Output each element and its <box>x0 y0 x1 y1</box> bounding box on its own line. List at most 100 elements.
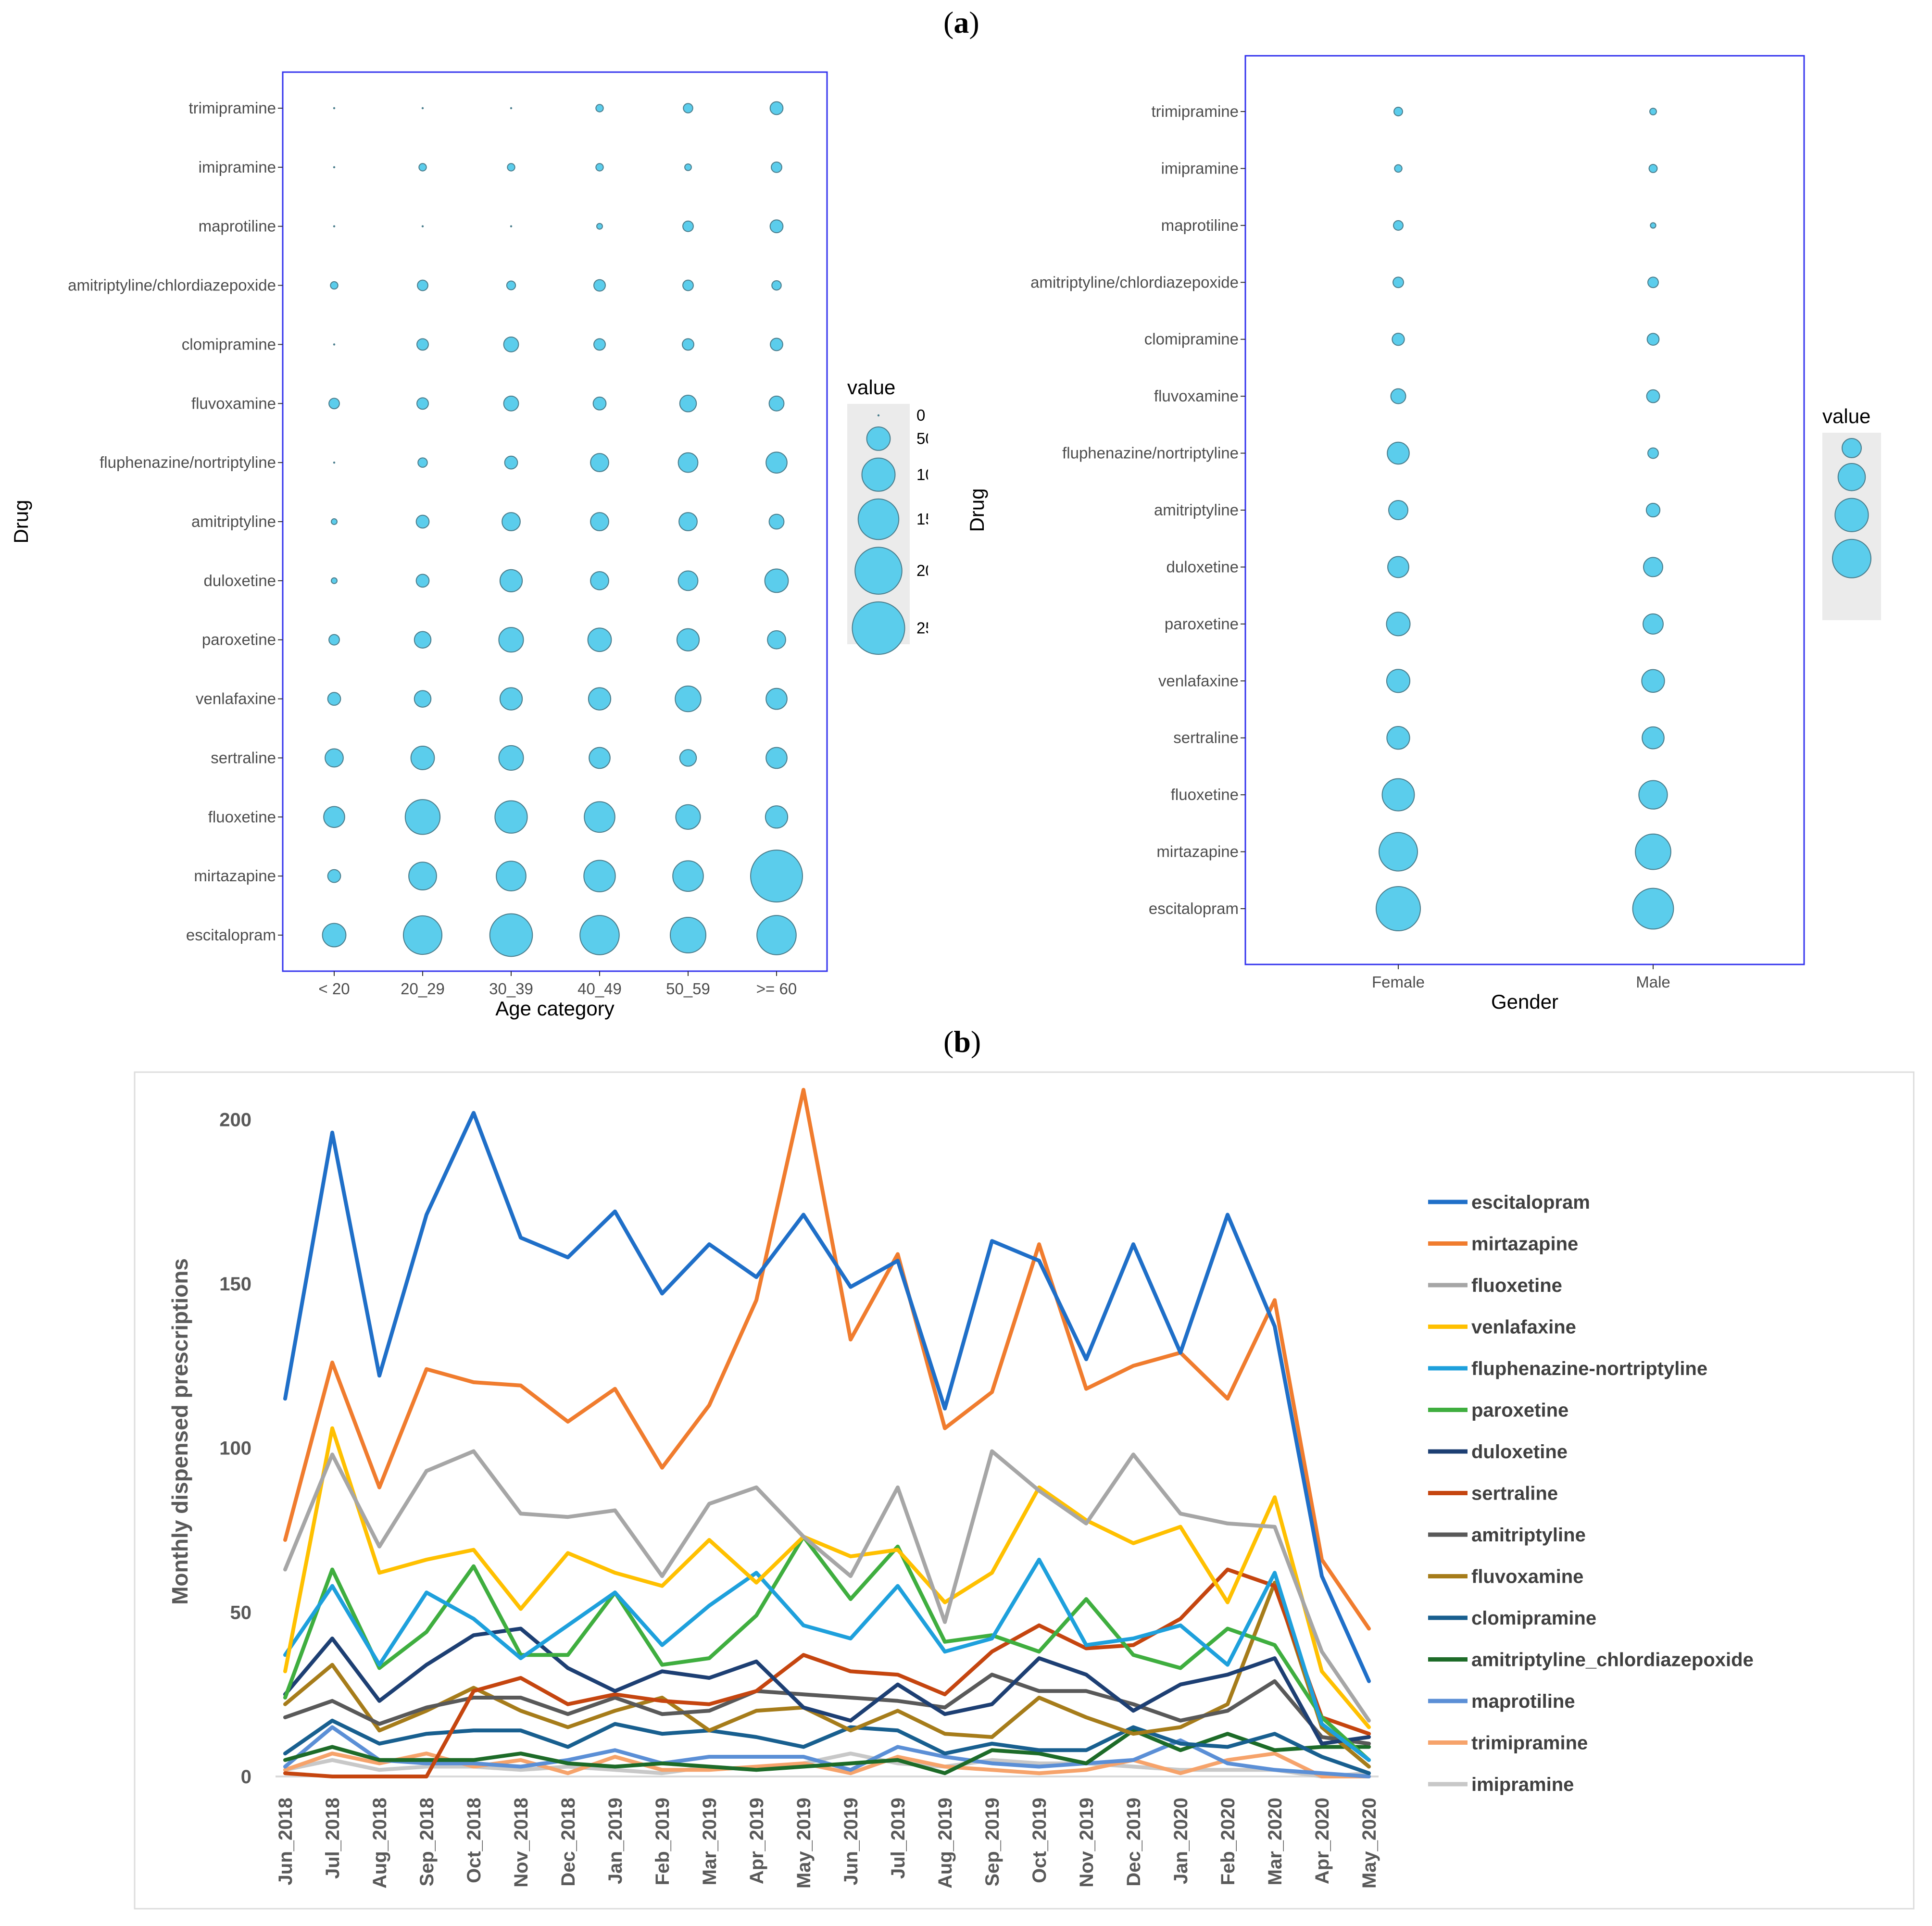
bubble-amitriptyline-20-29 <box>415 514 430 529</box>
x-tick-label-aug-2018: Aug_2018 <box>369 1798 390 1888</box>
y-tick-label-50: 50 <box>230 1602 252 1623</box>
y-tick-label-escitalopram: escitalopram <box>186 926 276 944</box>
bubble-amitriptyline-chlordiazepoxide-40-49 <box>593 279 606 292</box>
bubble-paroxetine-female <box>1386 612 1411 637</box>
legend-label-250: 250 <box>916 619 928 637</box>
line-chart-frame <box>134 1071 1915 1910</box>
y-tick-label-trimipramine: trimipramine <box>188 99 276 117</box>
bubble-maprotiline-20 <box>333 225 336 227</box>
y-tick-label-amitriptyline: amitriptyline <box>1154 501 1239 519</box>
legend-label-mirtazapine: mirtazapine <box>1471 1234 1578 1255</box>
bubble-escitalopram-60 <box>756 915 797 955</box>
x-tick-label-aug-2019: Aug_2019 <box>935 1798 956 1888</box>
bubble-chart-age: trimipramine imipramine maprotiline amitrip… <box>10 71 928 1020</box>
y-tick-label-100: 100 <box>219 1438 251 1459</box>
x-tick-label-30-39: 30_39 <box>489 980 533 998</box>
bubble-amitriptyline-30-39 <box>502 512 521 531</box>
y-tick-label-maprotiline: maprotiline <box>199 217 276 235</box>
bubble-venlafaxine-male <box>1641 669 1665 693</box>
y-tick-label-trimipramine: trimipramine <box>1151 102 1239 120</box>
bubble-escitalopram-20-29 <box>402 915 443 955</box>
panel-a-letter: a <box>953 5 969 39</box>
legend-label-imipramine: imipramine <box>1471 1774 1574 1795</box>
bubble-fluphenazine-nortriptyline-male <box>1647 447 1659 459</box>
bubble-escitalopram-female <box>1375 886 1421 932</box>
bubble-amitriptyline-60 <box>768 513 785 530</box>
legend-key-200 <box>1837 463 1866 491</box>
y-tick-label-duloxetine: duloxetine <box>204 572 276 589</box>
legend-label-fluvoxamine: fluvoxamine <box>1471 1566 1583 1588</box>
x-tick-label-dec-2018: Dec_2018 <box>558 1798 579 1887</box>
series-line-fluphenazine-nortriptyline <box>283 1558 1371 1762</box>
bubble-duloxetine-50-59 <box>677 570 699 591</box>
legend-label-trimipramine: trimipramine <box>1471 1733 1588 1754</box>
legend-label-100: 100 <box>916 465 928 483</box>
y-tick-label-venlafaxine: venlafaxine <box>196 690 276 708</box>
series-line-mirtazapine <box>283 1088 1371 1631</box>
bubble-venlafaxine-40-49 <box>588 687 612 711</box>
bubble-sertraline-female <box>1386 726 1410 750</box>
y-tick-label-sertraline: sertraline <box>1173 729 1239 747</box>
legend-label-150: 150 <box>916 510 928 528</box>
series-line-venlafaxine <box>283 1426 1371 1729</box>
panel-b-label: (b) <box>943 1025 981 1059</box>
x-tick-label-apr-2019: Apr_2019 <box>746 1798 767 1884</box>
y-tick-label-fluoxetine: fluoxetine <box>208 808 276 825</box>
bubble-clomipramine-50-59 <box>682 338 694 351</box>
legend-key-100 <box>1842 438 1862 458</box>
y-tick-label-amitriptyline: amitriptyline <box>191 513 276 530</box>
bubble-duloxetine-male <box>1643 557 1663 577</box>
bubble-sertraline-40-49 <box>589 747 611 769</box>
bubble-duloxetine-female <box>1387 556 1409 578</box>
y-tick-label-escitalopram: escitalopram <box>1149 900 1239 917</box>
x-tick-label-jun-2018: Jun_2018 <box>275 1798 296 1885</box>
bubble-imipramine-60 <box>771 161 782 173</box>
bubble-fluphenazine-nortriptyline-50-59 <box>677 452 699 473</box>
panel-b-letter: b <box>953 1025 971 1059</box>
bubble-paroxetine-30-39 <box>498 627 524 653</box>
bubble-maprotiline-20-29 <box>421 225 424 227</box>
bubble-clomipramine-20-29 <box>416 338 429 351</box>
bubble-fluoxetine-50-59 <box>675 804 701 830</box>
bubble-mirtazapine-female <box>1379 832 1418 872</box>
bubble-trimipramine-50-59 <box>683 103 693 113</box>
bubble-sertraline-50-59 <box>679 749 697 767</box>
bubble-fluphenazine-nortriptyline-60 <box>765 451 788 474</box>
legend-label-sertraline: sertraline <box>1471 1483 1558 1504</box>
x-tick-label-20-29: 20_29 <box>401 980 445 998</box>
x-tick-label-sep-2019: Sep_2019 <box>982 1798 1003 1887</box>
y-tick-label-mirtazapine: mirtazapine <box>194 867 276 885</box>
bubble-amitriptyline-female <box>1388 500 1408 520</box>
y-tick-label-sertraline: sertraline <box>211 749 276 766</box>
legend-label-paroxetine: paroxetine <box>1471 1400 1568 1421</box>
bubble-clomipramine-60 <box>770 338 783 351</box>
bubble-fluvoxamine-30-39 <box>503 395 519 412</box>
legend-key-300 <box>1834 498 1869 532</box>
bubble-amitriptyline-chlordiazepoxide-20 <box>330 281 339 290</box>
bubble-paroxetine-20 <box>328 634 340 646</box>
bubble-amitriptyline-20 <box>331 518 338 525</box>
legend-key-250 <box>852 601 905 655</box>
bubble-clomipramine-30-39 <box>503 336 519 352</box>
y-tick-label-200: 200 <box>219 1109 251 1130</box>
x-tick-label-50-59: 50_59 <box>666 980 710 998</box>
bubble-paroxetine-50-59 <box>676 628 700 651</box>
x-tick-label-apr-2020: Apr_2020 <box>1312 1798 1333 1884</box>
bubble-sertraline-20 <box>325 748 344 768</box>
y-tick-label-paroxetine: paroxetine <box>1165 615 1239 633</box>
legend-key-100 <box>861 457 896 492</box>
x-tick-label-may-2019: May_2019 <box>793 1798 815 1888</box>
y-tick-label-0: 0 <box>241 1766 251 1788</box>
series-line-sertraline <box>283 1567 1371 1778</box>
x-tick-label-oct-2018: Oct_2018 <box>464 1798 485 1883</box>
bubble-mirtazapine-60 <box>750 850 803 903</box>
bubble-venlafaxine-30-39 <box>499 687 523 711</box>
bubble-duloxetine-20 <box>331 577 338 584</box>
line-chart-monthly: 0 50 100 150 200 Jun_2018 Jul_2018 Aug_2018 Sep_… <box>134 1071 1915 1910</box>
bubble-fluoxetine-female <box>1381 778 1415 812</box>
series-line-duloxetine <box>283 1626 1371 1746</box>
bubble-sertraline-30-39 <box>498 745 524 771</box>
bubble-venlafaxine-20 <box>327 692 341 706</box>
bubble-fluoxetine-male <box>1638 780 1668 810</box>
series-line-escitalopram <box>283 1111 1371 1683</box>
